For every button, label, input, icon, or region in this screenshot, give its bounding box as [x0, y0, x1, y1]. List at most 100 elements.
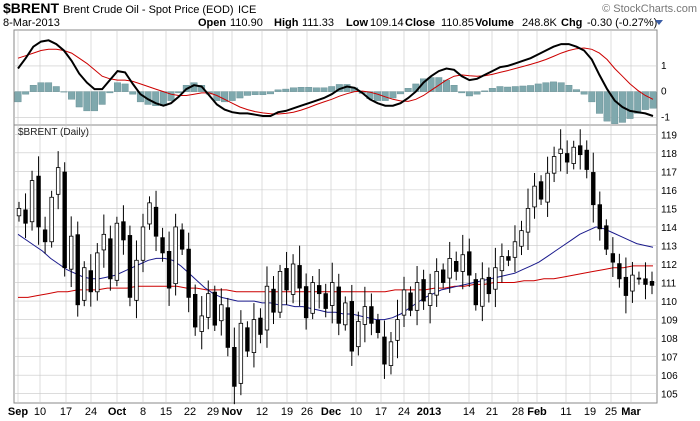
candle-body [271, 288, 276, 313]
candle-body [62, 171, 67, 269]
candle-body [193, 293, 198, 328]
date-tick-label: 12 [256, 406, 268, 418]
date-tick-label: 8 [140, 406, 146, 418]
histogram-bar [465, 91, 473, 97]
brand-label: © StockCharts.com [602, 3, 697, 15]
candle-body [499, 256, 505, 272]
date-tick-label: 19 [584, 406, 596, 418]
histogram-bar [557, 82, 565, 92]
histogram-bar [213, 91, 221, 101]
histogram-bar [389, 91, 397, 99]
price-grid [14, 133, 657, 395]
histogram-bar [527, 85, 535, 92]
date-tick-label: 28 [512, 406, 524, 418]
candle-body [290, 263, 296, 295]
candle-body [310, 282, 315, 314]
instrument-name: Brent Crude Oil - Spot Price (EOD) [63, 4, 234, 16]
date-tick-label: Sep [8, 406, 28, 418]
candle-body [303, 286, 309, 319]
histogram-bar [496, 86, 504, 92]
candle-body [316, 285, 322, 295]
candle-body [219, 304, 224, 322]
candle-body [121, 221, 126, 241]
macd-tick-label: -1 [661, 112, 670, 123]
candle-body [225, 307, 231, 348]
histogram-bar [121, 83, 129, 92]
price-tick-label: 108 [661, 334, 678, 345]
histogram-bar [75, 91, 83, 108]
date-tick-label: 15 [160, 406, 172, 418]
histogram-bar [626, 91, 634, 119]
histogram-bar [634, 91, 642, 114]
histogram-bar [221, 91, 229, 103]
volume-value: 248.8K [522, 17, 558, 29]
candle-body [512, 241, 518, 258]
date-tick-label: 21 [486, 406, 498, 418]
histogram-bar [106, 91, 114, 94]
histogram-bar [274, 89, 282, 92]
price-tick-label: 107 [661, 353, 678, 364]
candle-body [630, 274, 635, 292]
candle-body [166, 250, 172, 289]
candle-body [88, 270, 93, 293]
candle-body [382, 336, 387, 365]
candle-body [486, 276, 492, 295]
histogram-bar [83, 91, 91, 112]
high-label: High [274, 17, 299, 29]
candle-body [95, 252, 100, 293]
candle-body [36, 175, 41, 228]
candle-body [153, 206, 159, 237]
price-tick-label: 111 [661, 279, 677, 290]
histogram-bar [37, 82, 45, 92]
histogram-bar [289, 87, 297, 92]
histogram-bar [649, 91, 657, 109]
candle-body [186, 248, 191, 298]
candle-body [140, 226, 146, 261]
histogram-bar [603, 91, 611, 122]
histogram-bar [565, 85, 573, 92]
histogram-bar [91, 91, 98, 112]
date-tick-label: 10 [34, 406, 46, 418]
candle-body [245, 327, 250, 352]
candle-body [330, 282, 335, 306]
candle-body [212, 291, 217, 326]
date-x-axis: Sep 10 17 24 Oct 8 15 22 29 Nov 12 19 26 Dec 10 17 24 201… [8, 406, 642, 418]
candle-body [277, 271, 283, 313]
candle-body [551, 156, 557, 174]
date-tick-label: Nov [222, 406, 244, 418]
macd-tick-label: 1 [661, 61, 667, 72]
candle-body [336, 286, 341, 324]
candle-body [238, 322, 244, 384]
histogram-bar [45, 82, 53, 92]
candle-body [349, 301, 355, 352]
date-tick-label: 26 [301, 406, 313, 418]
candle-body [401, 289, 407, 316]
date-tick-label: 22 [184, 406, 196, 418]
histogram-bar [519, 85, 527, 92]
candle-body [206, 293, 211, 318]
dropdown-arrow-icon[interactable] [655, 20, 663, 25]
histogram-bar [534, 83, 542, 92]
candle-body [564, 153, 570, 163]
candle-body [75, 234, 80, 306]
date-tick-label: 25 [605, 406, 617, 418]
price-tick-label: 118 [661, 149, 677, 160]
candle-body [532, 185, 537, 208]
high-value: 111.33 [302, 17, 334, 29]
candle-body [454, 261, 459, 272]
price-tick-label: 115 [661, 204, 677, 215]
price-tick-label: 109 [661, 316, 678, 327]
histogram-bar [167, 91, 175, 101]
open-value: 110.90 [230, 17, 263, 29]
chg-value: -0.30 (-0.27%) [587, 17, 657, 29]
close-label: Close [405, 17, 435, 29]
price-tick-label: 105 [661, 390, 678, 401]
macd-tick-label: 0 [661, 87, 667, 98]
candle-body [356, 321, 361, 348]
candle-body [506, 256, 511, 261]
candle-body [258, 317, 263, 335]
date-tick-label: Oct [108, 406, 127, 418]
histogram-bar [282, 88, 290, 92]
histogram-bar [328, 86, 336, 92]
date-tick-label: 24 [85, 406, 97, 418]
